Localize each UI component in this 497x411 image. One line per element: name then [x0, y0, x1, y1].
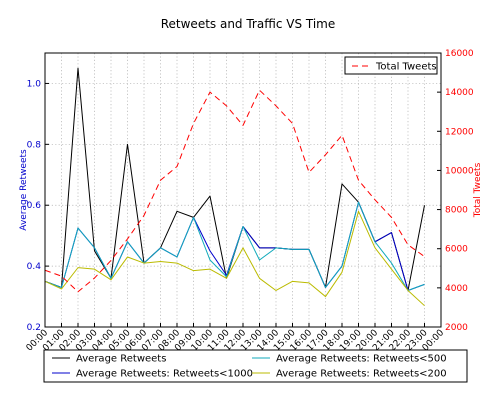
series-layer [44, 67, 425, 307]
left-tick-label: 1.0 [27, 79, 42, 89]
right-tick-label: 10000 [445, 166, 474, 176]
right-tick-label: 12000 [445, 127, 474, 137]
right-axis-label: Total Tweets [473, 162, 483, 218]
legend-label-retweets-lt-1000: Average Retweets: Retweets<1000 [76, 369, 253, 380]
series-line-average-retweets-retweets-500 [44, 201, 425, 291]
right-tick-label: 14000 [445, 88, 474, 98]
series-line-average-retweets-retweets-200 [44, 210, 425, 307]
legend-top-label-total-tweets: Total Tweets [375, 62, 437, 73]
chart-title: Retweets and Traffic VS Time [161, 17, 336, 31]
right-axis-ticks: 2000 4000 6000 8000 10000 12000 14000 16000 [437, 49, 474, 333]
legend-bottom: Average Retweets Average Retweets: Retwe… [43, 349, 468, 383]
legend-top: Total Tweets [344, 56, 438, 75]
left-tick-label: 0.2 [27, 323, 41, 333]
right-tick-label: 6000 [445, 245, 468, 255]
left-axis-ticks: 0.2 0.4 0.6 0.8 1.0 [27, 79, 49, 333]
left-axis-label: Average Retweets [19, 149, 29, 231]
legend-bottom-frame [43, 349, 468, 383]
left-tick-label: 0.4 [27, 262, 42, 272]
legend-label-retweets-lt-500: Average Retweets: Retweets<500 [276, 354, 447, 365]
legend-label-retweets-lt-200: Average Retweets: Retweets<200 [276, 369, 447, 380]
series-line-average-retweets-retweets-1000 [44, 201, 425, 291]
right-tick-label: 4000 [445, 284, 468, 294]
right-tick-label: 16000 [445, 49, 474, 59]
right-tick-label: 8000 [445, 206, 468, 216]
legend-label-average-retweets: Average Retweets [76, 354, 166, 365]
right-tick-label: 2000 [445, 323, 468, 333]
gridlines [45, 53, 441, 327]
left-tick-label: 0.8 [27, 140, 42, 150]
series-line-total-tweets [44, 89, 425, 293]
series-line-average-retweets [44, 67, 425, 291]
left-tick-label: 0.6 [27, 201, 42, 211]
legend-top-frame [344, 56, 438, 75]
x-axis-ticks: 00:0001:0002:0003:0004:0005:0006:0007:00… [25, 323, 446, 353]
